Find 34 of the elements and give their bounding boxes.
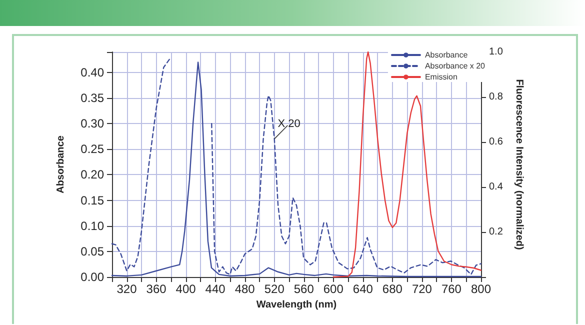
x-tick-label: 320 <box>116 282 138 296</box>
x-tick-label: 720 <box>412 282 432 296</box>
y-tick-label: 0.00 <box>80 270 104 284</box>
y-tick-label: 0.25 <box>80 142 104 156</box>
x-tick-label: 680 <box>382 282 403 296</box>
y-tick-label: 0.30 <box>80 116 104 131</box>
x-tick-label: 440 <box>205 282 226 296</box>
legend-label: Absorbance <box>424 50 468 60</box>
x-tick-label: 480 <box>234 282 256 296</box>
x-tick-label: 800 <box>470 282 492 296</box>
x-axis-title: Wavelength (nm) <box>256 299 337 310</box>
y-tick-label: 0.35 <box>80 91 104 106</box>
x-tick-label: 560 <box>294 282 314 296</box>
y2-tick-label: 1.0 <box>489 46 504 58</box>
x-tick-label: 640 <box>352 282 374 296</box>
y2-axis-title: Fluorescence Intensity (normalized) <box>513 79 524 250</box>
y-tick-label: 0.15 <box>80 193 104 208</box>
y-axis-title: Absorbance <box>56 135 66 194</box>
legend-label: Absorbance x 20 <box>424 62 486 70</box>
x-tick-label: 760 <box>441 282 462 296</box>
y2-tick-label: 0.8 <box>489 92 504 102</box>
y2-tick-label: 0.6 <box>489 136 504 148</box>
x-tick-label: 600 <box>323 282 344 296</box>
y-tick-label: 0.20 <box>80 168 104 182</box>
x-tick-label: 400 <box>176 282 196 296</box>
y-tick-label: 0.05 <box>80 244 104 258</box>
y2-tick-label: 0.4 <box>489 182 504 192</box>
annotation: X 20 <box>278 118 300 130</box>
y-tick-label: 0.40 <box>80 65 104 80</box>
x-tick-label: 520 <box>264 282 285 296</box>
y2-tick-label: 0.2 <box>489 226 504 238</box>
legend-label: Emission <box>424 72 458 82</box>
y-tick-label: 0.10 <box>80 218 104 233</box>
x-tick-label: 360 <box>146 282 167 296</box>
